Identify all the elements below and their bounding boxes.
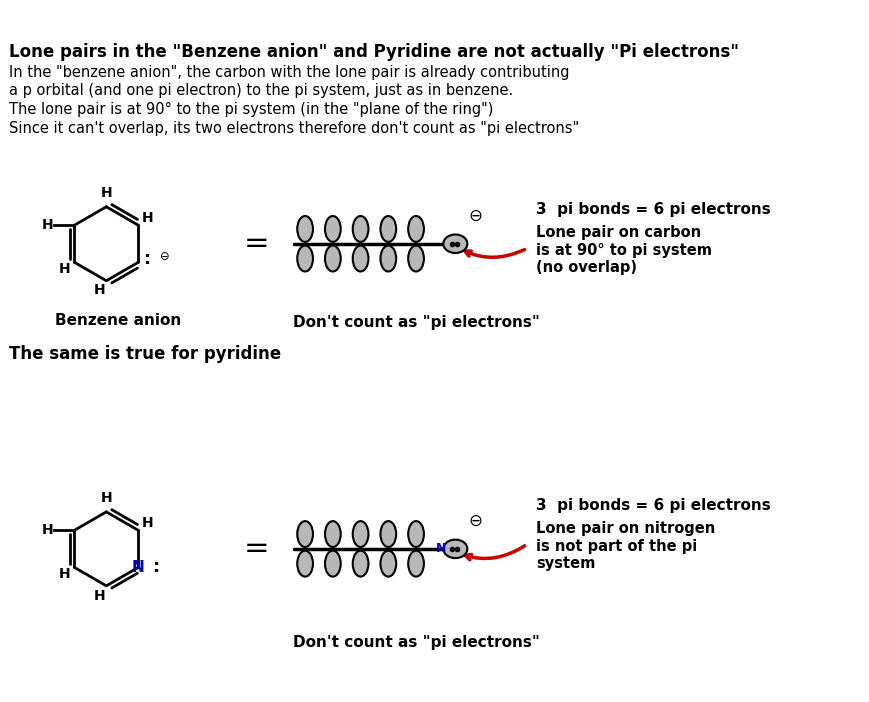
Text: H: H xyxy=(143,517,154,531)
Text: $^{\ominus}$: $^{\ominus}$ xyxy=(158,251,169,270)
Ellipse shape xyxy=(380,521,395,547)
Text: =: = xyxy=(244,230,269,258)
Text: Don't count as "pi electrons": Don't count as "pi electrons" xyxy=(292,315,539,330)
Text: :: : xyxy=(143,249,151,267)
Ellipse shape xyxy=(408,550,423,576)
Text: $\ominus$: $\ominus$ xyxy=(468,207,482,225)
Text: In the "benzene anion", the carbon with the lone pair is already contributing
a : In the "benzene anion", the carbon with … xyxy=(10,65,569,98)
Text: Lone pair on carbon
is at 90° to pi system
(no overlap): Lone pair on carbon is at 90° to pi syst… xyxy=(535,225,712,275)
Ellipse shape xyxy=(408,216,423,242)
Text: Benzene anion: Benzene anion xyxy=(56,313,182,328)
Ellipse shape xyxy=(443,234,467,253)
Text: H: H xyxy=(94,588,105,602)
Text: 3  pi bonds = 6 pi electrons: 3 pi bonds = 6 pi electrons xyxy=(535,202,770,217)
Text: 3  pi bonds = 6 pi electrons: 3 pi bonds = 6 pi electrons xyxy=(535,498,770,513)
Ellipse shape xyxy=(408,246,423,272)
Ellipse shape xyxy=(297,521,313,547)
Text: H: H xyxy=(59,567,70,581)
Ellipse shape xyxy=(408,521,423,547)
Text: Lone pair on nitrogen
is not part of the pi
system: Lone pair on nitrogen is not part of the… xyxy=(535,521,714,571)
Ellipse shape xyxy=(380,216,395,242)
Ellipse shape xyxy=(325,246,341,272)
Text: The lone pair is at 90° to the pi system (in the "plane of the ring"): The lone pair is at 90° to the pi system… xyxy=(10,102,493,117)
Text: =: = xyxy=(244,534,269,564)
Ellipse shape xyxy=(297,550,313,576)
Text: H: H xyxy=(101,186,112,200)
Ellipse shape xyxy=(297,246,313,272)
Ellipse shape xyxy=(443,540,467,558)
Ellipse shape xyxy=(325,521,341,547)
Text: H: H xyxy=(94,284,105,298)
Text: :: : xyxy=(153,558,160,576)
Ellipse shape xyxy=(325,216,341,242)
Text: N: N xyxy=(132,560,144,575)
Text: H: H xyxy=(42,524,53,537)
Text: N: N xyxy=(435,543,446,555)
Text: $\ominus$: $\ominus$ xyxy=(468,512,482,530)
Ellipse shape xyxy=(352,216,368,242)
Text: The same is true for pyridine: The same is true for pyridine xyxy=(10,345,281,364)
Ellipse shape xyxy=(352,550,368,576)
Ellipse shape xyxy=(297,216,313,242)
Ellipse shape xyxy=(380,246,395,272)
Text: Since it can't overlap, its two electrons therefore don't count as "pi electrons: Since it can't overlap, its two electron… xyxy=(10,121,579,135)
Text: Don't count as "pi electrons": Don't count as "pi electrons" xyxy=(292,635,539,650)
Ellipse shape xyxy=(380,550,395,576)
Text: H: H xyxy=(59,262,70,276)
Text: H: H xyxy=(101,491,112,505)
Text: Lone pairs in the "Benzene anion" and Pyridine are not actually "Pi electrons": Lone pairs in the "Benzene anion" and Py… xyxy=(10,43,739,61)
Ellipse shape xyxy=(352,246,368,272)
Text: H: H xyxy=(42,218,53,232)
Text: H: H xyxy=(143,211,154,225)
Ellipse shape xyxy=(325,550,341,576)
Ellipse shape xyxy=(352,521,368,547)
